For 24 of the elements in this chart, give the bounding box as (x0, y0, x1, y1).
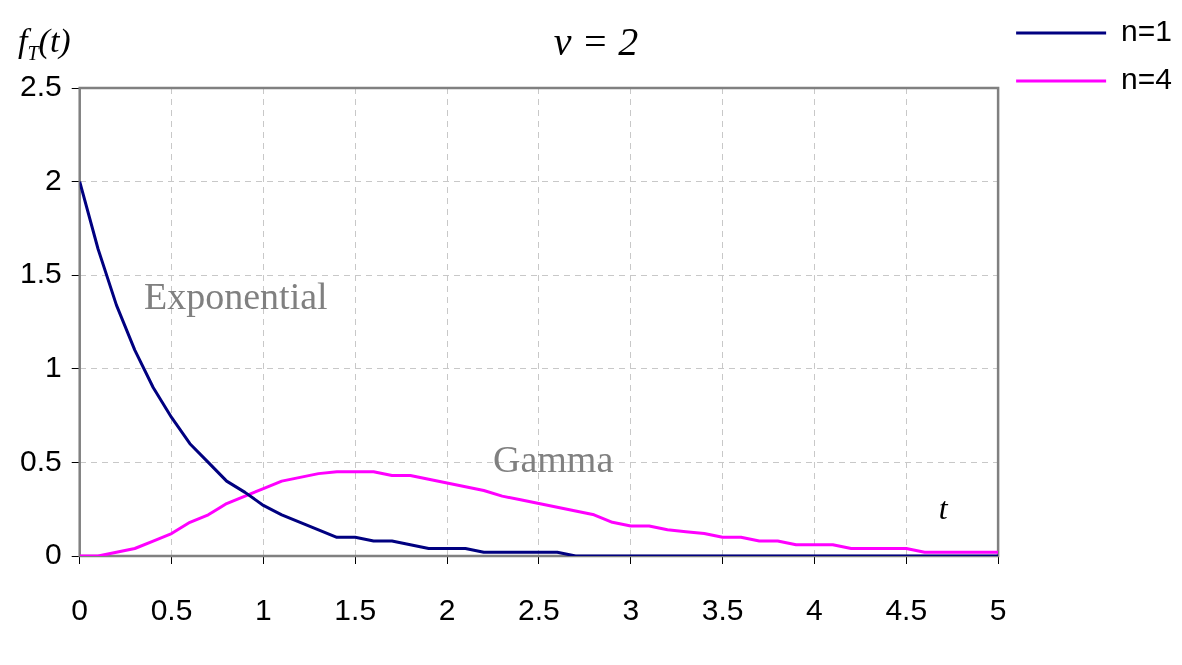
chart-title: ν = 2 (553, 18, 639, 64)
x-tick-label: 3 (622, 593, 640, 627)
x-tick-label: 5 (989, 593, 1007, 627)
x-axis-title: t (938, 490, 949, 527)
x-tick-label: 4.5 (885, 593, 928, 627)
x-tick-label: 1 (255, 593, 272, 627)
annotation: Exponential (143, 274, 328, 317)
y-tick-label: 0.5 (19, 443, 62, 477)
legend-label: n=1 (1121, 14, 1172, 48)
x-tick-label: 0.5 (150, 593, 193, 627)
x-tick-label: 3.5 (701, 593, 744, 627)
y-tick-label: 1 (45, 350, 62, 384)
y-tick-label: 1.5 (19, 256, 62, 290)
x-tick-label: 2 (438, 593, 456, 627)
annotation: Gamma (492, 438, 614, 481)
y-tick-label: 2.5 (19, 69, 62, 103)
x-tick-label: 1.5 (334, 593, 377, 627)
legend-label: n=4 (1121, 62, 1172, 96)
x-tick-label: 0 (71, 593, 89, 627)
x-tick-label: 4 (806, 593, 823, 627)
y-tick-label: 2 (45, 162, 62, 196)
x-tick-label: 2.5 (518, 593, 560, 627)
y-tick-label: 0 (45, 537, 62, 571)
y-axis-title: f$_{T}$(t) (18, 22, 71, 65)
